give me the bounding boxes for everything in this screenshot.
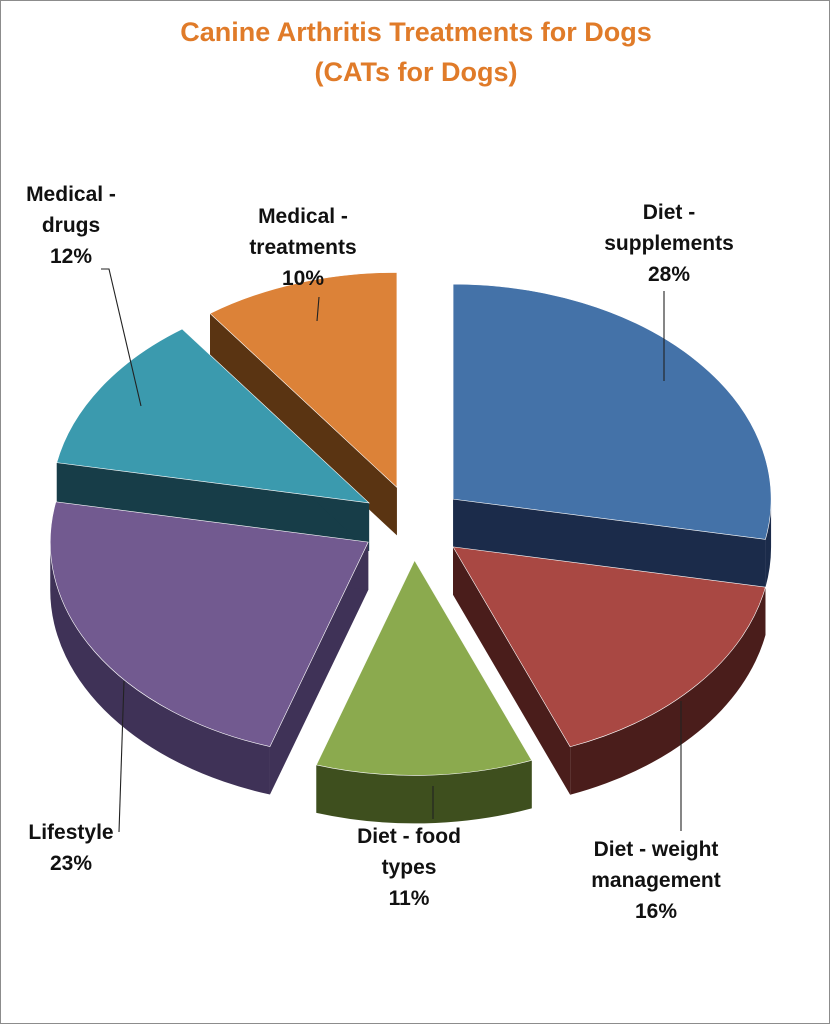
slice-side-wall <box>316 760 532 824</box>
pie-slice <box>452 546 766 795</box>
leader-line <box>118 680 125 833</box>
slice-name-label: types <box>382 856 437 879</box>
slice-cut-wall <box>210 313 397 536</box>
slice-top <box>209 272 398 489</box>
pie-slices <box>49 272 772 824</box>
pie-slice <box>452 283 772 588</box>
slice-percent-label: 28% <box>648 263 690 286</box>
slice-top <box>315 559 533 776</box>
slice-percent-label: 10% <box>282 267 324 290</box>
slice-name-label: Diet - food <box>357 825 461 848</box>
slice-side-wall <box>50 542 270 795</box>
slice-name-label: management <box>591 869 721 892</box>
slice-side-wall <box>570 587 766 795</box>
slice-cut-wall <box>453 546 571 795</box>
pie-slice <box>209 272 398 536</box>
slice-name-label: Medical - <box>258 205 348 228</box>
pie-slice <box>49 501 369 795</box>
chart-title: Canine Arthritis Treatments for Dogs (CA… <box>180 17 652 87</box>
slice-top <box>56 328 370 504</box>
slice-name-label: Medical - <box>26 183 116 206</box>
slice-name-label: Diet - weight <box>594 838 719 861</box>
leader-lines <box>101 268 682 833</box>
slice-top <box>452 283 772 540</box>
pie-slice <box>56 328 370 551</box>
slice-name-label: drugs <box>42 214 100 237</box>
slice-cut-wall <box>56 462 370 551</box>
slice-name-label: Lifestyle <box>28 821 113 844</box>
slice-cut-wall <box>453 499 766 588</box>
slice-name-label: Diet - <box>643 201 696 224</box>
slice-percent-label: 11% <box>389 887 430 910</box>
chart-subtitle-line: (CATs for Dogs) <box>315 57 518 87</box>
leader-line <box>101 268 142 407</box>
pie-slice <box>315 559 533 824</box>
slice-top <box>49 501 369 747</box>
slice-name-label: supplements <box>604 232 734 255</box>
slice-labels: Diet - supplements 28% Diet - weight managem… <box>26 183 734 923</box>
chart-title-line: Canine Arthritis Treatments for Dogs <box>180 17 652 47</box>
slice-percent-label: 16% <box>635 900 677 923</box>
leader-line <box>316 296 320 322</box>
slice-cut-wall <box>269 542 369 795</box>
slice-percent-label: 23% <box>50 852 92 875</box>
slice-name-label: treatments <box>249 236 356 259</box>
slice-top <box>452 546 766 748</box>
slice-percent-label: 12% <box>50 245 92 268</box>
